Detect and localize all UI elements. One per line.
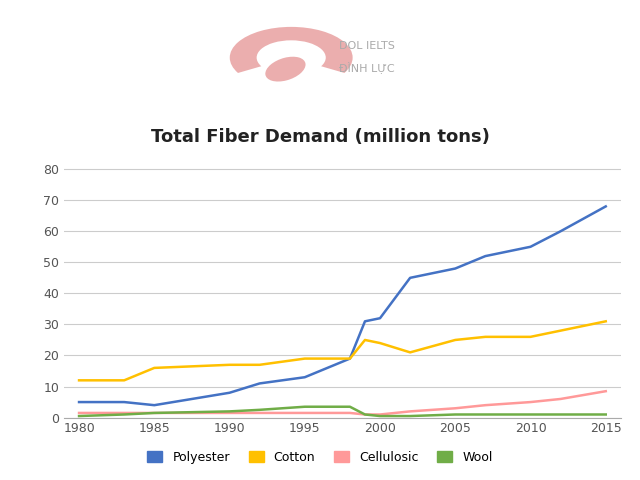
Cotton	[527, 334, 534, 340]
Wedge shape	[230, 27, 353, 73]
Polyester	[481, 253, 489, 259]
Polyester	[451, 265, 459, 271]
Polyester	[346, 356, 354, 361]
Wool	[256, 407, 264, 413]
Text: Total Fiber Demand (million tons): Total Fiber Demand (million tons)	[150, 128, 490, 146]
Cotton	[361, 337, 369, 343]
Polyester	[150, 402, 158, 408]
Wool	[76, 413, 83, 419]
Text: DOL IELTS: DOL IELTS	[339, 41, 395, 51]
Cotton	[150, 365, 158, 371]
Wool	[301, 404, 308, 409]
Cotton	[557, 328, 564, 334]
Cellulosic	[361, 412, 369, 418]
Line: Cellulosic: Cellulosic	[79, 391, 605, 415]
Polyester	[406, 275, 414, 281]
Wool	[226, 408, 234, 414]
Cellulosic	[481, 402, 489, 408]
Line: Cotton: Cotton	[79, 321, 605, 380]
Cotton	[120, 377, 128, 383]
Line: Polyester: Polyester	[79, 206, 605, 405]
Cellulosic	[226, 410, 234, 416]
Text: ĐÌNH LỰC: ĐÌNH LỰC	[339, 61, 395, 73]
Line: Wool: Wool	[79, 407, 605, 416]
Polyester	[376, 315, 384, 321]
Cellulosic	[451, 406, 459, 411]
Polyester	[76, 399, 83, 405]
Cotton	[451, 337, 459, 343]
Polyester	[527, 244, 534, 250]
Cellulosic	[256, 410, 264, 416]
Polyester	[602, 204, 609, 209]
Wool	[527, 412, 534, 418]
Polyester	[301, 374, 308, 380]
Polyester	[557, 228, 564, 234]
Legend: Polyester, Cotton, Cellulosic, Wool: Polyester, Cotton, Cellulosic, Wool	[142, 446, 498, 469]
Cotton	[346, 356, 354, 361]
Wool	[376, 413, 384, 419]
Cellulosic	[406, 408, 414, 414]
Cotton	[481, 334, 489, 340]
Cellulosic	[120, 410, 128, 416]
Wool	[361, 412, 369, 418]
Polyester	[361, 318, 369, 324]
Wool	[346, 404, 354, 409]
Cotton	[301, 356, 308, 361]
Cellulosic	[557, 396, 564, 402]
Wool	[557, 412, 564, 418]
Cotton	[376, 340, 384, 346]
Wool	[451, 412, 459, 418]
Cellulosic	[602, 388, 609, 394]
Wool	[120, 412, 128, 418]
Cotton	[226, 362, 234, 368]
Polyester	[256, 381, 264, 386]
Cotton	[76, 377, 83, 383]
Wool	[150, 410, 158, 416]
Cellulosic	[376, 412, 384, 418]
Cellulosic	[527, 399, 534, 405]
Cellulosic	[301, 410, 308, 416]
Cotton	[406, 349, 414, 355]
Cellulosic	[76, 410, 83, 416]
Ellipse shape	[266, 57, 305, 82]
Cellulosic	[150, 410, 158, 416]
Cotton	[256, 362, 264, 368]
Wool	[481, 412, 489, 418]
Polyester	[120, 399, 128, 405]
Wool	[602, 412, 609, 418]
Polyester	[226, 390, 234, 396]
Cotton	[602, 318, 609, 324]
Cellulosic	[346, 410, 354, 416]
Wool	[406, 413, 414, 419]
